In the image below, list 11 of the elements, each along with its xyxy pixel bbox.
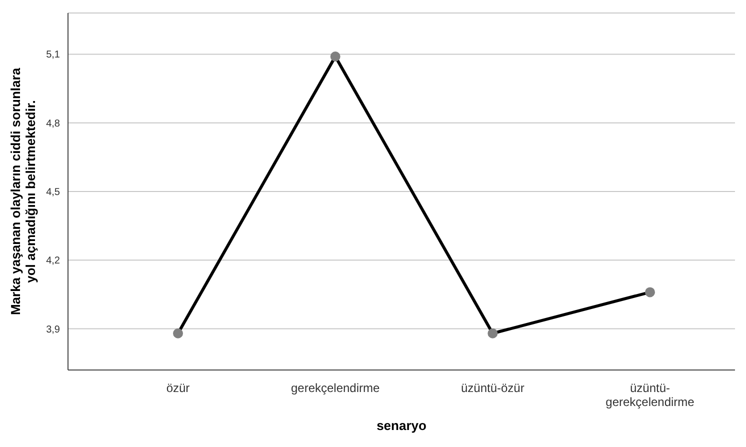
y-tick-label: 4,2 (46, 256, 60, 267)
x-tick-label: üzüntü-gerekçelendirme (606, 381, 695, 409)
x-axis-title: senaryo (376, 418, 426, 433)
x-tick-label: özür (166, 381, 190, 395)
y-tick-label: 3,9 (46, 324, 60, 336)
y-tick-label: 4,8 (46, 118, 60, 130)
y-tick-label: 5,1 (46, 50, 60, 61)
y-tick-label: 4,5 (46, 187, 60, 198)
y-axis-title: Marka yaşanan olayların ciddi sorunlara yol açmadığını belirtmektedir. (8, 67, 38, 316)
x-tick-label: üzüntü-özür (460, 381, 524, 395)
x-tick-label: gerekçelendirme (290, 381, 380, 395)
